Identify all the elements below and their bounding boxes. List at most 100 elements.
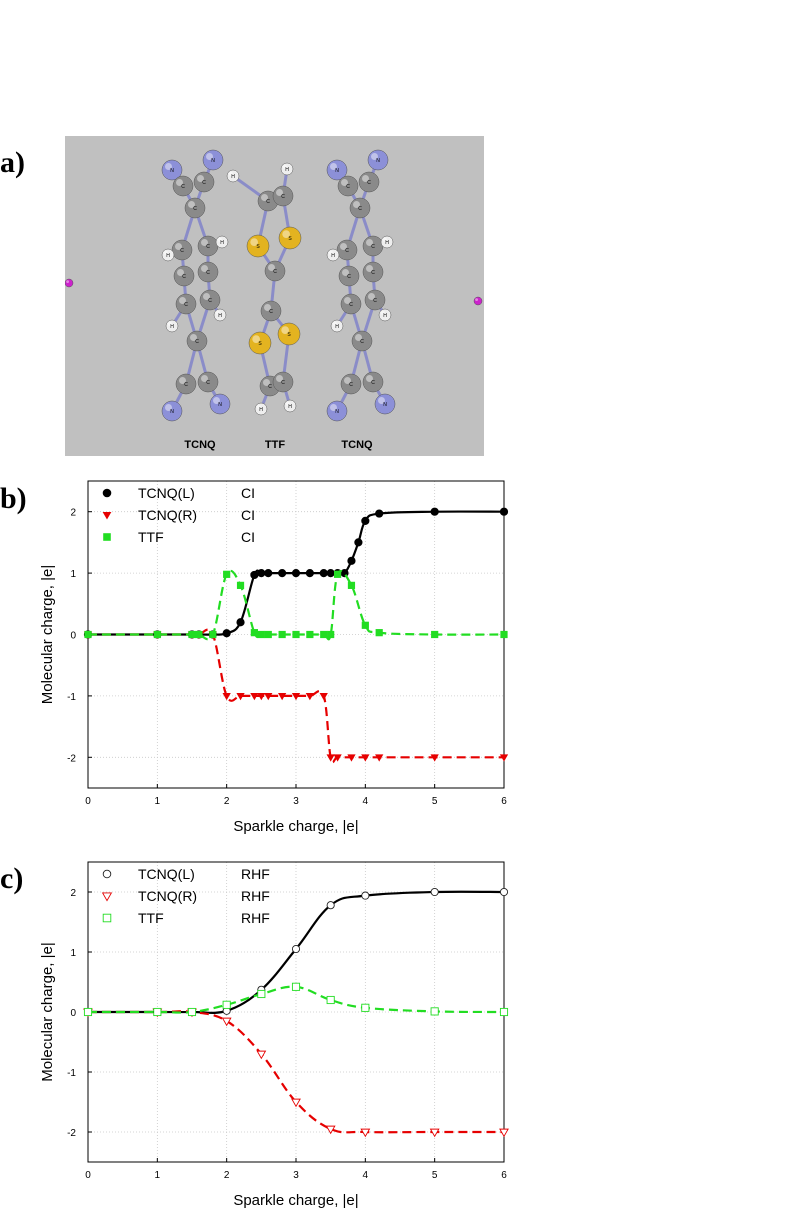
atom-highlight bbox=[330, 404, 337, 411]
x-tick-label: 0 bbox=[85, 1170, 91, 1181]
nitrogen-atom bbox=[374, 393, 396, 415]
hydrogen-atom bbox=[215, 235, 229, 249]
x-tick-label: 3 bbox=[293, 1170, 299, 1181]
atom-highlight bbox=[281, 326, 289, 334]
legend-series-method: RHF bbox=[241, 866, 270, 882]
data-point bbox=[278, 630, 286, 639]
legend-series-method: RHF bbox=[241, 910, 270, 926]
atom-letter: C bbox=[206, 270, 210, 276]
data-point bbox=[361, 754, 370, 762]
carbon-atom bbox=[171, 239, 193, 261]
series-line bbox=[88, 985, 505, 1014]
data-point bbox=[236, 693, 245, 701]
sulfur-atom bbox=[278, 226, 302, 250]
atom-highlight bbox=[378, 397, 385, 404]
carbon-atom bbox=[199, 289, 221, 311]
carbon-atom bbox=[351, 330, 373, 352]
data-point bbox=[223, 570, 231, 578]
atom-letter: C bbox=[281, 380, 285, 386]
sulfur-atom bbox=[246, 234, 270, 258]
sparkle-point bbox=[473, 296, 483, 306]
atom-letter: C bbox=[180, 248, 184, 254]
data-point bbox=[361, 621, 369, 629]
y-axis-label: Molecular charge, |e| bbox=[39, 942, 56, 1082]
carbon-atom bbox=[337, 175, 359, 197]
atom-letter: C bbox=[202, 180, 206, 186]
legend-series-method: RHF bbox=[241, 888, 270, 904]
data-point bbox=[236, 618, 245, 627]
hydrogen-atom bbox=[165, 319, 179, 333]
hydrogen-atom bbox=[283, 399, 297, 413]
carbon-atom bbox=[184, 197, 206, 219]
data-point bbox=[84, 630, 92, 639]
carbon-atom bbox=[336, 239, 358, 261]
nitrogen-atom bbox=[326, 400, 348, 422]
data-point bbox=[430, 507, 439, 516]
atom-letter: C bbox=[184, 302, 188, 308]
x-axis-label: Sparkle charge, |e| bbox=[233, 1192, 358, 1209]
atom-letter: H bbox=[288, 404, 292, 410]
data-point bbox=[360, 1128, 371, 1138]
carbon-atom bbox=[364, 289, 386, 311]
atom-letter: N bbox=[376, 158, 380, 164]
data-point bbox=[291, 693, 301, 701]
atom-letter: C bbox=[349, 382, 353, 388]
data-point bbox=[305, 693, 315, 701]
data-point bbox=[326, 995, 335, 1005]
atom-letter: H bbox=[259, 407, 263, 413]
data-point bbox=[326, 901, 335, 910]
data-point bbox=[257, 569, 266, 578]
atom-highlight bbox=[201, 239, 208, 246]
data-point bbox=[306, 630, 314, 639]
atom-highlight bbox=[163, 250, 168, 255]
atom-highlight bbox=[366, 239, 373, 246]
atom-highlight bbox=[344, 377, 351, 384]
x-tick-label: 4 bbox=[363, 1170, 369, 1181]
atom-highlight bbox=[362, 175, 369, 182]
panel-label-b: b) bbox=[0, 482, 27, 515]
x-tick-label: 0 bbox=[85, 796, 91, 807]
atom-letter: C bbox=[268, 384, 272, 390]
atom-letter: H bbox=[285, 167, 289, 173]
legend-series-name: TTF bbox=[138, 910, 164, 926]
atom-highlight bbox=[344, 297, 351, 304]
data-point bbox=[347, 754, 356, 762]
data-point bbox=[291, 982, 301, 991]
data-point bbox=[334, 570, 342, 578]
nitrogen-atom bbox=[367, 149, 389, 171]
x-tick-label: 2 bbox=[224, 1170, 230, 1181]
atom-letter: C bbox=[269, 309, 273, 315]
nitrogen-atom bbox=[202, 149, 224, 171]
x-tick-label: 1 bbox=[155, 796, 161, 807]
data-point bbox=[361, 1003, 370, 1012]
atom-letter: N bbox=[218, 402, 222, 408]
data-point bbox=[429, 1128, 440, 1138]
data-point bbox=[291, 569, 301, 578]
atom-letter: S bbox=[258, 341, 262, 347]
x-tick-label: 6 bbox=[501, 1170, 507, 1181]
atom-letter: C bbox=[373, 298, 377, 304]
atom-highlight bbox=[252, 335, 260, 343]
data-point bbox=[236, 581, 245, 589]
atom-highlight bbox=[264, 304, 271, 311]
data-point bbox=[222, 629, 231, 638]
data-point bbox=[257, 693, 266, 701]
atom-highlight bbox=[340, 243, 347, 250]
data-point bbox=[153, 1007, 162, 1017]
data-point bbox=[101, 892, 113, 902]
atom-highlight bbox=[175, 243, 182, 250]
data-point bbox=[257, 989, 266, 999]
carbon-atom bbox=[186, 330, 208, 352]
series-tcnql-ci bbox=[83, 507, 509, 639]
carbon-atom bbox=[349, 197, 371, 219]
data-point bbox=[264, 693, 273, 701]
data-point bbox=[375, 509, 384, 518]
carbon-atom bbox=[175, 373, 197, 395]
x-tick-label: 5 bbox=[432, 1170, 438, 1181]
data-point bbox=[188, 630, 196, 639]
legend-series-name: TTF bbox=[138, 529, 164, 545]
atom-letter: C bbox=[184, 382, 188, 388]
data-point bbox=[333, 754, 342, 762]
carbon-atom bbox=[197, 371, 219, 393]
carbon-atom bbox=[264, 260, 286, 282]
